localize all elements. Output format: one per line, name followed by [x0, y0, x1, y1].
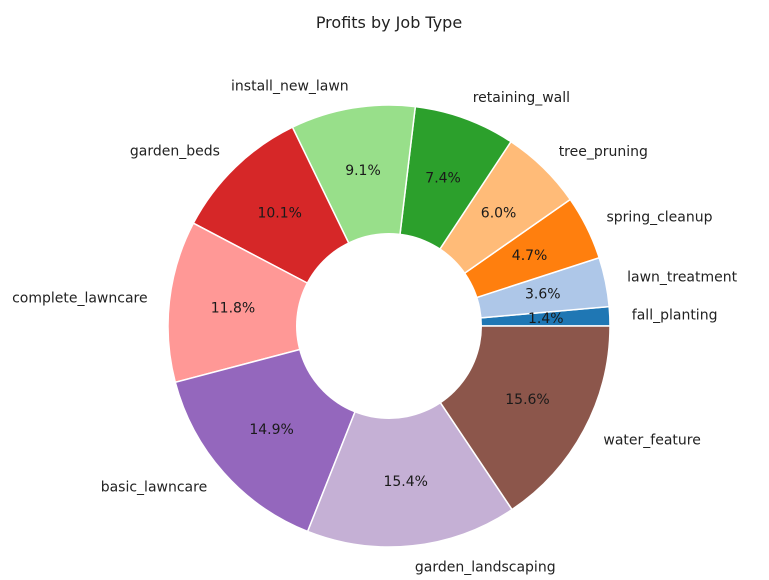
category-label-retaining-wall: retaining_wall — [473, 90, 570, 106]
category-label-fall-planting: fall_planting — [632, 307, 718, 323]
percent-label-retaining-wall: 7.4% — [425, 171, 461, 187]
donut-hole — [296, 233, 482, 419]
percent-labels-group: 1.4% 3.6% 4.7% 6.0% 7.4% 9.1% 10.1% 11.8% 14.9% 1… — [211, 163, 564, 490]
category-labels-group: fall_planting lawn_treatment spring_cleanu… — [12, 78, 738, 575]
category-label-spring-cleanup: spring_cleanup — [607, 210, 713, 226]
category-label-basic-lawncare: basic_lawncare — [101, 479, 207, 495]
category-label-lawn-treatment: lawn_treatment — [627, 270, 738, 286]
percent-label-lawn-treatment: 3.6% — [525, 287, 561, 303]
percent-label-complete-lawncare: 11.8% — [211, 300, 255, 316]
category-label-garden-landscaping: garden_landscaping — [415, 560, 556, 576]
category-label-water-feature: water_feature — [603, 432, 700, 448]
chart-title: Profits by Job Type — [316, 13, 462, 32]
percent-label-basic-lawncare: 14.9% — [249, 422, 293, 438]
category-label-garden-beds: garden_beds — [130, 144, 220, 160]
percent-label-garden-landscaping: 15.4% — [383, 474, 427, 490]
category-label-tree-pruning: tree_pruning — [559, 144, 648, 160]
slice-garden-landscaping — [306, 324, 514, 548]
percent-label-tree-pruning: 6.0% — [481, 206, 517, 222]
percent-label-install-new-lawn: 9.1% — [345, 163, 381, 179]
percent-label-spring-cleanup: 4.7% — [512, 248, 548, 264]
percent-label-garden-beds: 10.1% — [257, 205, 301, 221]
percent-label-fall-planting: 1.4% — [528, 311, 564, 327]
category-label-complete-lawncare: complete_lawncare — [12, 291, 148, 307]
slice-complete-lawncare — [167, 222, 392, 384]
category-label-install-new-lawn: install_new_lawn — [231, 78, 349, 94]
percent-label-water-feature: 15.6% — [505, 392, 549, 408]
